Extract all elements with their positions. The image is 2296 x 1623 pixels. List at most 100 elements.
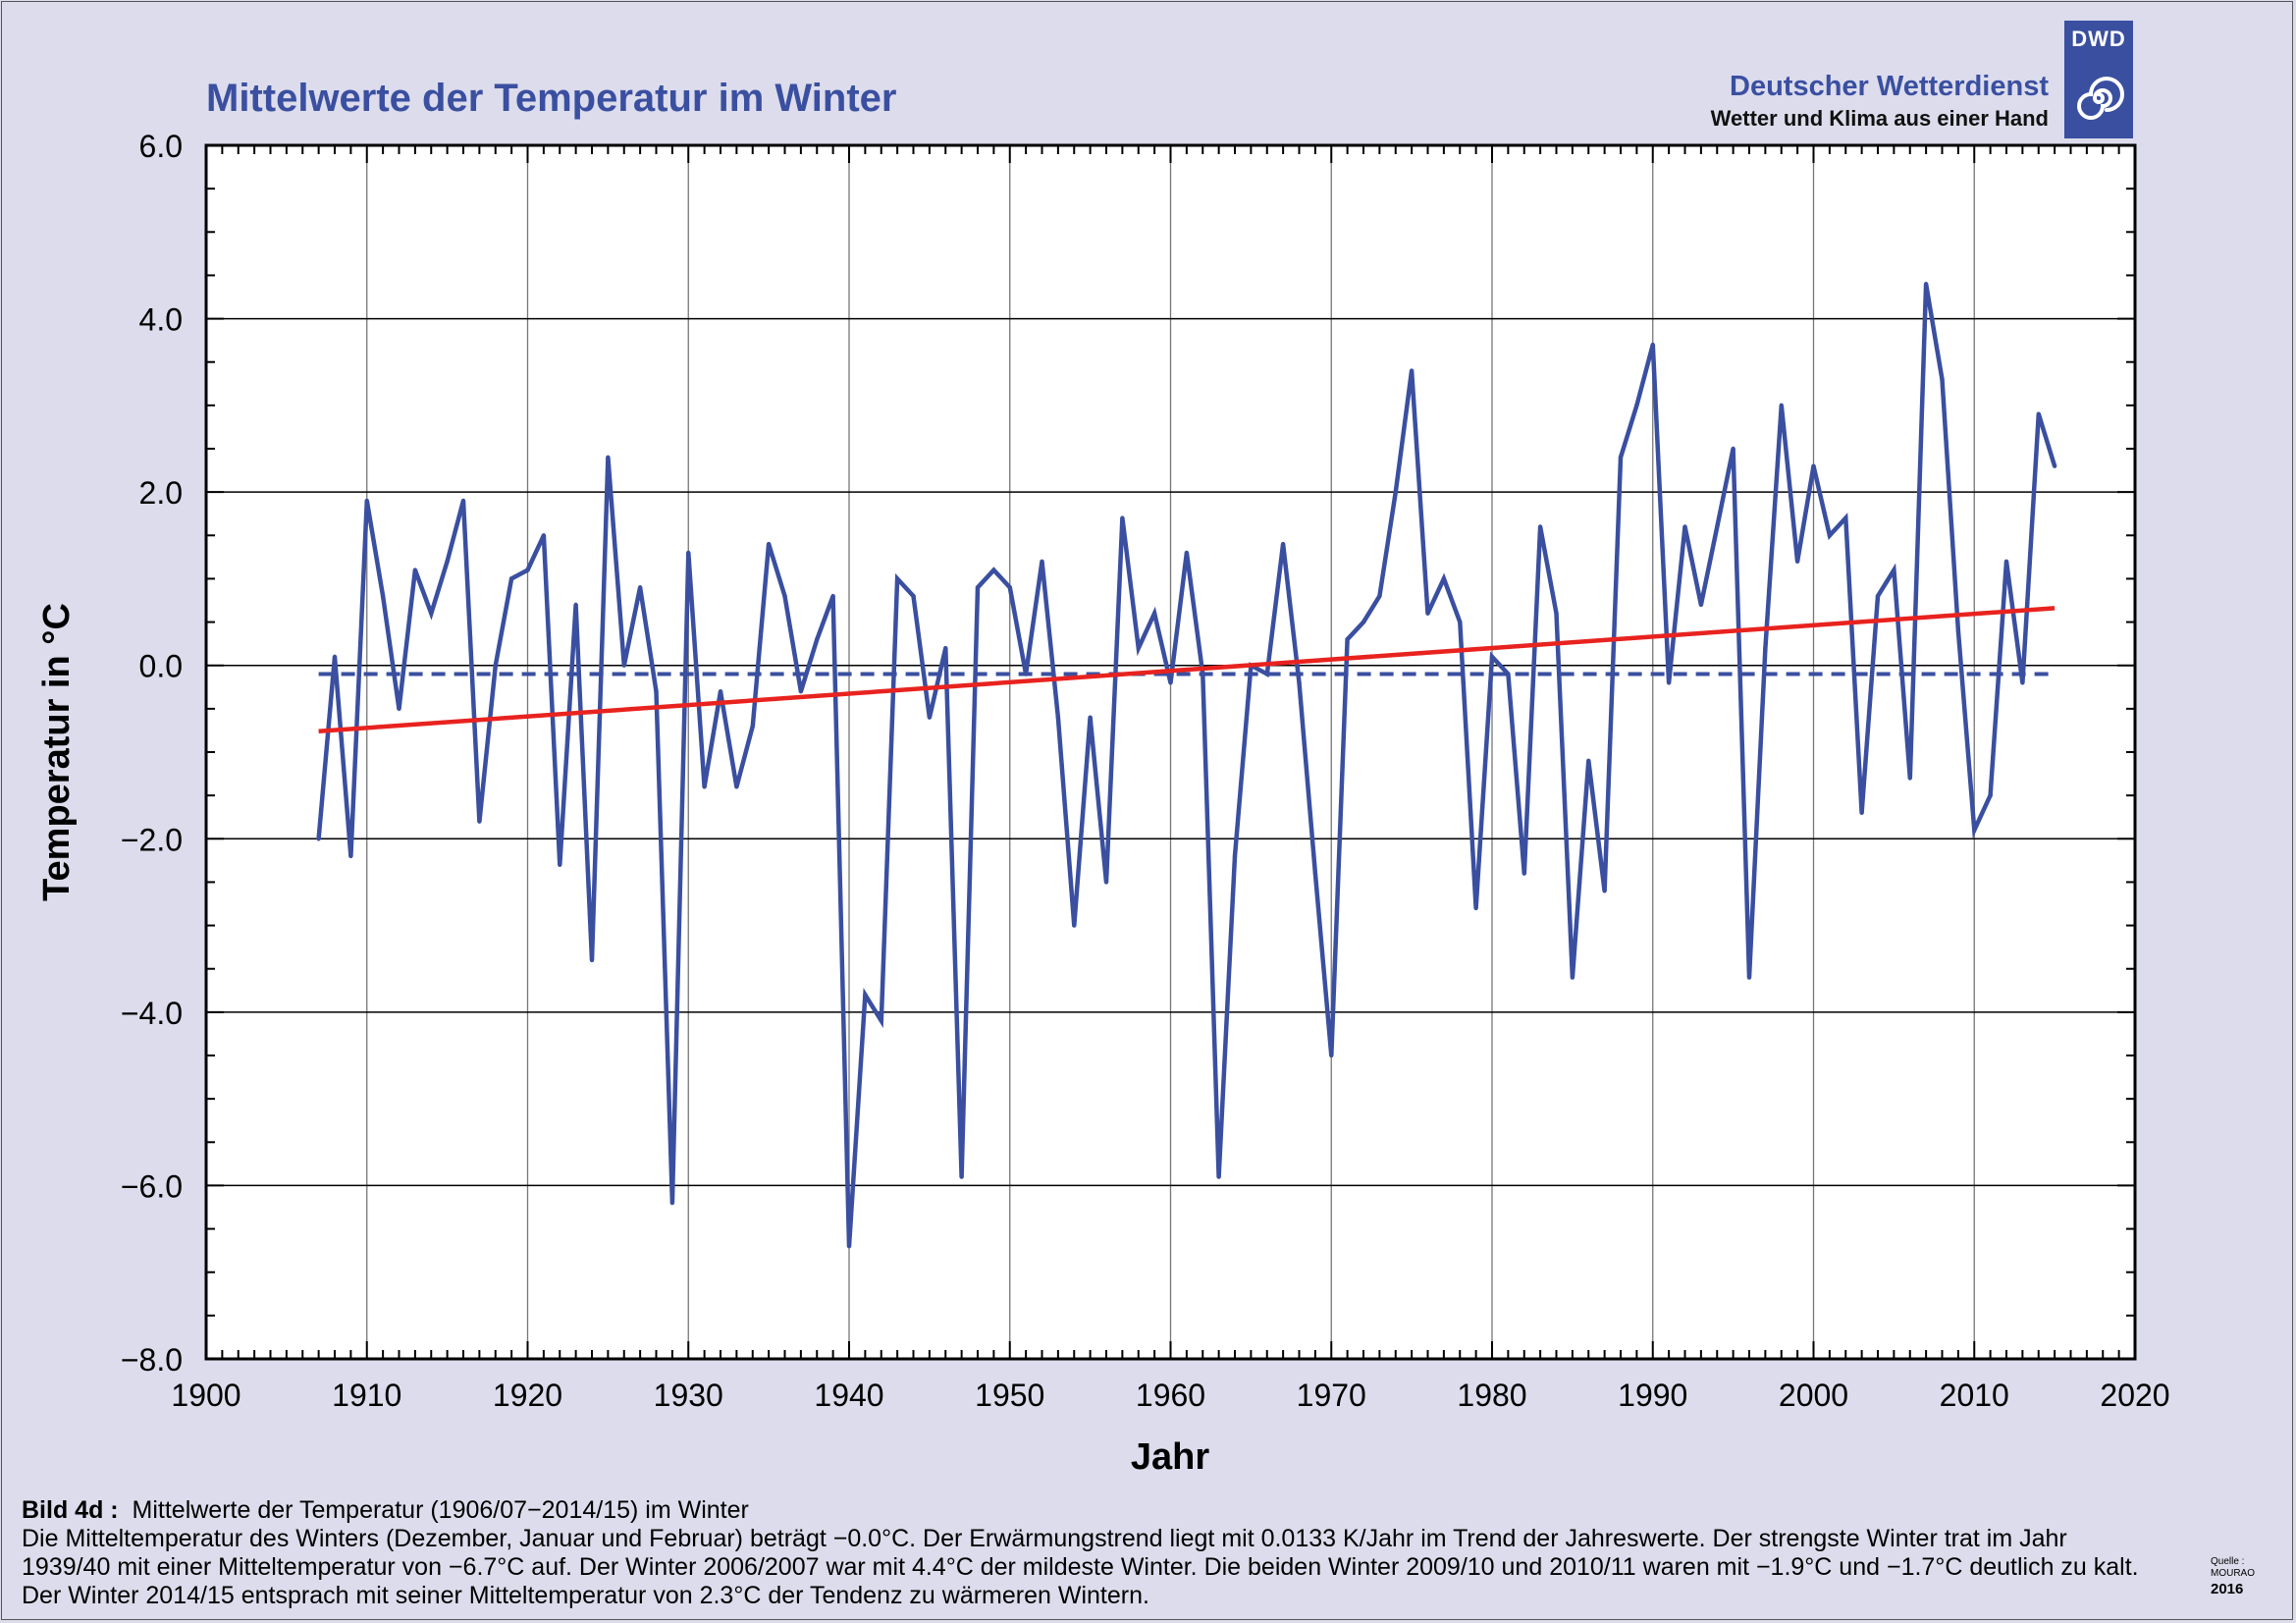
data-point: [830, 593, 835, 599]
data-point: [1184, 550, 1190, 556]
data-point: [1522, 871, 1526, 876]
data-point: [493, 663, 498, 668]
data-point: [2003, 559, 2009, 564]
data-point: [1988, 792, 1993, 798]
data-point: [1698, 602, 1704, 608]
data-point: [1329, 1053, 1334, 1058]
data-point: [702, 784, 707, 789]
data-point: [332, 654, 338, 660]
y-tick-label: −4.0: [121, 996, 183, 1031]
data-point: [589, 957, 595, 963]
data-point: [1201, 672, 1205, 676]
dwd-logo: DWD: [2064, 21, 2133, 138]
data-point: [1634, 403, 1639, 408]
data-point: [397, 706, 401, 712]
data-point: [1715, 524, 1720, 529]
data-point: [1746, 975, 1752, 980]
x-axis-label: Jahr: [1131, 1436, 1209, 1478]
org-tagline: Wetter und Klima aus einer Hand: [1710, 106, 2049, 131]
data-point: [445, 559, 450, 564]
data-point: [621, 663, 626, 668]
data-point: [798, 689, 804, 694]
data-point: [750, 724, 755, 729]
data-point: [460, 498, 466, 504]
y-tick-label: 2.0: [139, 475, 183, 511]
x-tick-label: 1970: [1297, 1378, 1366, 1413]
data-point: [1377, 593, 1382, 599]
data-point: [558, 862, 562, 867]
data-point: [1859, 810, 1864, 815]
data-point: [637, 585, 643, 590]
data-point: [1892, 568, 1896, 572]
x-tick-label: 1960: [1136, 1378, 1205, 1413]
data-point: [1763, 645, 1768, 651]
data-point: [1875, 593, 1881, 599]
source-author: MOURAO: [2211, 1568, 2255, 1579]
grid-lines: [206, 145, 2135, 1359]
data-point: [1088, 715, 1093, 720]
org-name: Deutscher Wetterdienst: [1730, 71, 2049, 102]
y-tick-label: −2.0: [121, 822, 183, 857]
data-point: [1232, 853, 1238, 859]
x-tick-label: 2000: [1779, 1378, 1848, 1413]
data-point: [927, 715, 933, 720]
data-point: [1458, 620, 1463, 624]
data-point: [1794, 559, 1800, 564]
x-tick-label: 1980: [1457, 1378, 1526, 1413]
data-point: [1393, 489, 1398, 495]
figure-caption: Bild 4d : Mittelwerte der Temperatur (19…: [22, 1496, 2162, 1610]
data-point: [669, 1200, 675, 1206]
data-point: [1007, 585, 1012, 590]
x-tick-label: 2010: [1940, 1378, 2009, 1413]
data-point: [477, 819, 482, 824]
data-point: [508, 576, 514, 581]
source-label: Quelle :: [2211, 1556, 2245, 1567]
data-point: [1120, 515, 1125, 520]
data-point: [991, 568, 996, 572]
caption-label: Bild 4d :: [22, 1496, 119, 1524]
data-point: [1650, 342, 1655, 348]
data-series: [316, 282, 2057, 1249]
data-point: [525, 568, 530, 572]
source-note: Quelle : MOURAO 2016: [2211, 1556, 2255, 1599]
data-point: [1409, 368, 1415, 373]
swirl-icon: [2077, 77, 2124, 120]
data-point: [1151, 611, 1157, 616]
data-point: [1264, 672, 1269, 676]
data-point: [1473, 905, 1478, 911]
data-point: [654, 689, 659, 694]
x-tick-labels: 1900 1910 1920 1930 1940 1950 1960 1970 1980 1990…: [171, 1378, 2169, 1413]
data-point: [1312, 871, 1318, 876]
data-point: [1570, 975, 1575, 980]
y-tick-labels: −8.0 −6.0 −4.0 −2.0 0.0 2.0 4.0 6.0: [121, 129, 183, 1378]
data-point: [1843, 515, 1848, 520]
data-point: [766, 541, 772, 547]
trend-line: [318, 606, 2056, 734]
y-tick-label: −8.0: [121, 1342, 183, 1378]
x-tick-label: 1900: [171, 1378, 240, 1413]
data-point: [1972, 828, 1977, 833]
data-point: [782, 593, 787, 599]
data-point: [879, 1018, 883, 1023]
logo-abbr: DWD: [2071, 27, 2126, 51]
source-year: 2016: [2211, 1581, 2244, 1597]
data-point: [815, 637, 820, 642]
data-point: [1586, 758, 1591, 764]
temperature-chart: −8.0 −6.0 −4.0 −2.0 0.0 2.0 4.0 6.0 1900 1910 192…: [36, 129, 2170, 1478]
data-point: [606, 455, 611, 460]
data-point: [1345, 637, 1350, 642]
y-axis-label: Temperatur in °C: [36, 603, 78, 901]
data-point: [686, 550, 691, 556]
data-point: [975, 585, 981, 590]
y-tick-label: −6.0: [121, 1168, 183, 1204]
data-point: [1489, 654, 1495, 660]
data-point: [1923, 282, 1929, 287]
data-point: [1361, 620, 1366, 624]
data-point: [2036, 411, 2041, 416]
data-point: [1602, 889, 1607, 893]
y-tick-label: 0.0: [139, 649, 183, 684]
data-point: [412, 568, 418, 572]
data-point: [1055, 715, 1061, 720]
plot-border: [204, 143, 2137, 1361]
